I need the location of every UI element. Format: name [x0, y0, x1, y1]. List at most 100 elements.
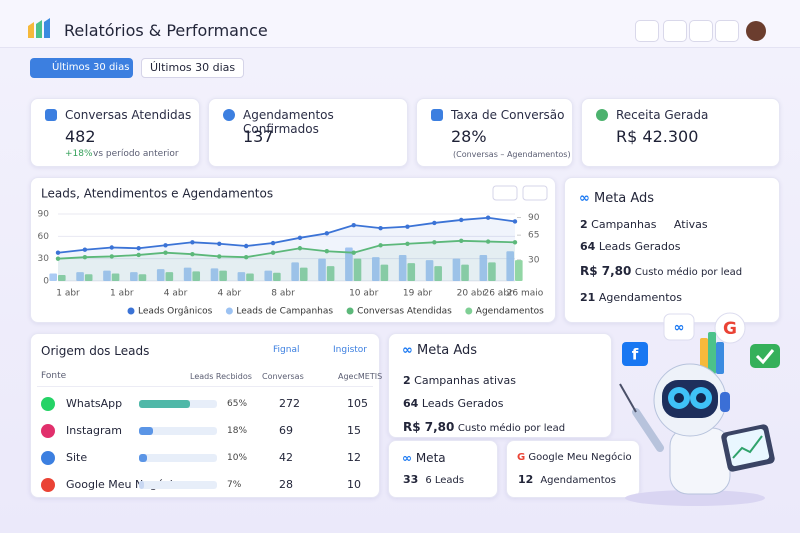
date-button[interactable]: Últimos 30 dias: [30, 58, 133, 78]
share-track: [139, 400, 217, 408]
y-tick-label: 60: [38, 232, 50, 242]
meta-row: 21 Agendamentos: [580, 291, 779, 304]
kpi-label: Taxa de Conversão: [451, 108, 565, 122]
bar: [345, 247, 353, 281]
origin-row: Site 10% 42 12: [31, 445, 379, 471]
kpi-value: 482: [65, 127, 96, 146]
bar: [273, 272, 281, 281]
point: [432, 240, 437, 245]
meta-ads-card: ∞ Meta Ads 2 Campanhas Ativas 64 Leads G…: [564, 177, 780, 323]
meta-ads-card: ∞ Meta Ads 2 Campanhas ativas 64 Leads G…: [388, 333, 612, 438]
user-avatar[interactable]: [746, 21, 766, 41]
point: [405, 224, 410, 229]
point: [136, 246, 141, 251]
point: [432, 220, 437, 226]
origin-row: Instagram 18% 69 15: [31, 418, 379, 444]
y-tick-label: 30: [38, 254, 50, 264]
source-icon: [41, 424, 55, 438]
source-icon: [41, 397, 55, 411]
y-tick-label: 90: [38, 210, 50, 220]
point: [217, 254, 222, 259]
metric-label: Campanhas ativas: [414, 374, 517, 387]
point: [270, 250, 276, 255]
point: [243, 254, 249, 260]
column-header: AgecMETIS: [338, 372, 383, 381]
svg-text:∞: ∞: [674, 321, 685, 336]
date-dropdown[interactable]: Últimos 30 dias: [141, 58, 244, 78]
tag[interactable]: Fignal: [273, 345, 300, 355]
svg-text:G: G: [723, 319, 737, 339]
x-tick-label: 1 abr: [56, 289, 80, 299]
point: [351, 222, 356, 228]
bar: [192, 271, 201, 281]
bar: [84, 274, 93, 281]
bar: [138, 274, 147, 281]
settings-button[interactable]: [715, 20, 739, 42]
y2-tick-label: 30: [528, 255, 540, 265]
share-label: 10%: [227, 453, 248, 463]
meta-row: R$ 7,80 Custo médio por lead: [580, 264, 779, 278]
bar: [353, 258, 362, 281]
source-name: Site: [66, 451, 88, 464]
kpi-card: Agendamentos Confirmados 137: [208, 98, 408, 167]
source-icon: [41, 478, 55, 492]
x-tick-label: 26 abr: [483, 289, 513, 299]
point: [270, 240, 276, 246]
point: [324, 231, 330, 236]
kpi-label: Agendamentos Confirmados: [243, 108, 334, 136]
legend-label: Conversas Atendidas: [357, 307, 452, 317]
bar: [506, 251, 514, 281]
point: [351, 250, 356, 255]
bar: [326, 266, 335, 281]
series-line: [57, 216, 516, 254]
title-text: Meta Ads: [593, 191, 655, 206]
meta-ads-title: ∞ Meta Ads: [402, 343, 478, 358]
legend-label: Agendamentos: [476, 307, 544, 317]
kpi-value: 137: [243, 127, 274, 146]
chart-toggle[interactable]: [492, 185, 518, 201]
chart-toggle[interactable]: [522, 185, 548, 201]
point: [190, 252, 195, 257]
point: [82, 247, 88, 252]
bar: [264, 270, 273, 281]
point: [512, 219, 518, 224]
notifications-button[interactable]: [663, 20, 687, 42]
bar: [156, 269, 165, 281]
meta-ads-title: ∞ Meta Ads: [579, 191, 655, 206]
bar: [237, 272, 246, 281]
conversas: 28: [279, 478, 293, 491]
share-label: 18%: [227, 426, 248, 436]
metric-value: R$ 7,80: [580, 264, 632, 278]
share-track: [139, 427, 217, 435]
origin-row: WhatsApp 65% 272 105: [31, 391, 379, 417]
metric-value: R$ 7,80: [403, 420, 455, 434]
x-tick-label: 20 abr: [457, 289, 487, 299]
conversas: 69: [279, 424, 293, 437]
conversas: 42: [279, 451, 293, 464]
logo: [28, 18, 50, 38]
metric-value: 33: [403, 473, 419, 486]
kpi-note: (Conversas – Agendamentos): [453, 150, 571, 159]
legend-label: Leads Orgânicos: [138, 307, 213, 317]
legend-swatch: [465, 307, 473, 315]
tag[interactable]: Ingistor: [333, 345, 367, 355]
divider: [37, 386, 373, 387]
search-button[interactable]: [635, 20, 659, 42]
point: [297, 235, 303, 241]
point: [459, 238, 464, 243]
alerts-button[interactable]: [689, 20, 713, 42]
bar: [210, 268, 219, 281]
origin-row: Google Meu Negócio 7% 28 10: [31, 472, 379, 498]
x-tick-label: 19 abr: [403, 289, 433, 299]
bar: [371, 257, 380, 281]
title-text: Meta Ads: [416, 343, 478, 358]
point: [109, 254, 114, 259]
source-name: Instagram: [66, 424, 122, 437]
share-bar: [139, 400, 190, 408]
kpi-value: 28%: [451, 127, 487, 146]
column-header: Conversas: [262, 372, 304, 381]
chart-title: Leads, Atendimentos e Agendamentos: [41, 187, 273, 201]
point: [55, 250, 61, 255]
bar: [165, 272, 174, 281]
bar: [299, 267, 308, 281]
